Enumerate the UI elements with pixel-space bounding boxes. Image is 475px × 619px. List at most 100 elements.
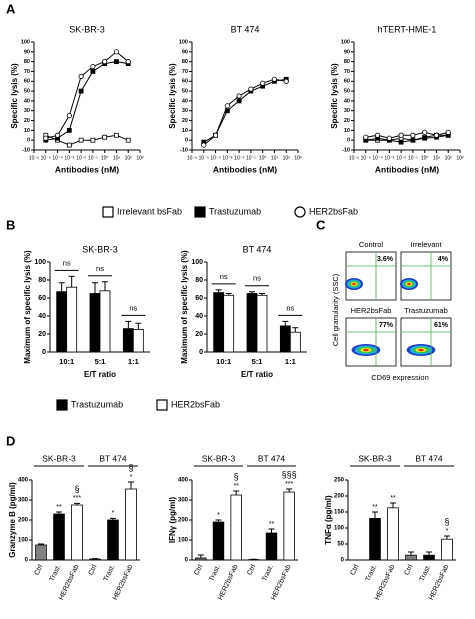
x-tick-label: Ctrl xyxy=(404,563,415,576)
y-tick-label: 40 xyxy=(195,313,203,320)
data-point xyxy=(125,59,131,65)
error-bar xyxy=(74,502,80,505)
chart-title: hTERT-HME-1 xyxy=(378,24,437,34)
y-axis-label: Specific lysis (%) xyxy=(168,63,177,129)
data-point xyxy=(102,134,108,140)
error-bar xyxy=(390,502,396,508)
bar xyxy=(89,558,101,561)
significance: ** xyxy=(233,483,239,490)
data-point xyxy=(374,132,381,138)
bar xyxy=(99,290,111,353)
x-tick-label: 10¹ xyxy=(271,155,279,161)
x-tick-label: 10¹ xyxy=(113,155,121,161)
x-tick-label: 10⁻⁴ xyxy=(52,155,62,161)
data-point xyxy=(212,132,219,138)
y-tick-label: 100 xyxy=(34,259,46,266)
significance: §§§ xyxy=(282,469,297,479)
bar xyxy=(35,544,47,561)
y-tick-label: 30 xyxy=(344,108,350,114)
x-axis-label: E/T ratio xyxy=(84,370,116,379)
group-label: BT 474 xyxy=(415,453,443,463)
y-tick-label: 40 xyxy=(38,313,46,320)
bar xyxy=(212,521,225,561)
y-tick-label: 40 xyxy=(24,98,30,104)
annotation: ns xyxy=(129,303,137,312)
y-tick-label: 100 xyxy=(178,538,189,544)
y-tick-label: 70 xyxy=(344,69,350,75)
x-tick-label: Trast. xyxy=(261,564,275,583)
x-tick-label: 10⁻³ xyxy=(222,155,232,161)
significance: ** xyxy=(269,521,275,528)
bar xyxy=(230,494,242,561)
x-tick-label: 10⁻¹ xyxy=(408,155,418,161)
panel-label: D xyxy=(6,433,15,448)
y-axis-label: Specific lysis (%) xyxy=(10,63,19,129)
x-tick-label: Ctrl xyxy=(34,563,45,576)
x-tick-label: 10⁻⁶ xyxy=(187,155,197,161)
error-bar xyxy=(58,282,65,292)
data-point xyxy=(422,129,428,135)
legend-marker xyxy=(56,399,68,411)
x-tick-label: HER2bsFab xyxy=(58,564,81,602)
density-blob xyxy=(418,348,424,352)
bar xyxy=(56,291,68,353)
data-point xyxy=(66,113,72,119)
bar xyxy=(89,293,101,353)
density-blob xyxy=(407,282,411,286)
y-tick-label: 80 xyxy=(344,59,350,65)
y-tick-label: 80 xyxy=(38,277,46,284)
error-bar xyxy=(292,327,299,333)
data-point xyxy=(78,88,84,94)
y-tick-label: 40 xyxy=(344,98,350,104)
y-tick-label: 40 xyxy=(182,98,188,104)
data-point xyxy=(90,63,96,70)
annotation: ns xyxy=(63,258,71,267)
significance: § xyxy=(74,484,79,494)
significance: * xyxy=(217,512,220,519)
x-tick-label: 10⁰ xyxy=(259,155,267,161)
x-tick-label: 10³ xyxy=(456,155,464,161)
y-tick-label: 0 xyxy=(185,558,189,564)
x-tick-label: Trast. xyxy=(419,564,433,583)
x-tick-label: 10⁻¹ xyxy=(88,155,98,161)
chart-title: SK-BR-3 xyxy=(69,24,105,34)
x-tick-label: Ctrl xyxy=(246,563,257,576)
plot-label: Trastuzumab xyxy=(404,306,448,315)
gate-percent: 3.6% xyxy=(377,256,394,263)
error-bar xyxy=(444,535,450,540)
density-blob xyxy=(352,282,356,286)
y-tick-label: 60 xyxy=(344,79,350,85)
significance: ** xyxy=(372,504,378,511)
y-tick-label: -10 xyxy=(342,147,350,153)
y-tick-label: 0 xyxy=(42,349,46,356)
density-blob xyxy=(363,348,369,352)
x-tick-label: 10⁰ xyxy=(421,155,429,161)
bar xyxy=(53,513,65,561)
y-tick-label: 80 xyxy=(24,59,30,65)
significance: * xyxy=(130,474,133,481)
y-tick-label: 50 xyxy=(344,89,350,95)
legend-marker xyxy=(194,206,206,218)
error-bar xyxy=(125,320,132,329)
data-point xyxy=(236,98,242,104)
x-tick-label: 5:1 xyxy=(95,357,106,366)
x-tick-label: 10⁻² xyxy=(76,155,86,161)
bar xyxy=(122,328,134,353)
x-tick-label: Ctrl xyxy=(88,563,99,576)
bar xyxy=(369,518,381,561)
y-tick-label: 50 xyxy=(337,542,344,548)
x-tick-label: 10² xyxy=(283,155,291,161)
y-tick-label: 300 xyxy=(178,498,189,504)
panel-label: A xyxy=(6,1,16,16)
x-tick-label: 10⁻⁵ xyxy=(361,155,371,161)
x-tick-label: Trast. xyxy=(103,564,117,583)
y-tick-label: 60 xyxy=(182,79,188,85)
plot-label: Control xyxy=(359,240,384,249)
group-label: BT 474 xyxy=(99,453,127,463)
group-label: SK-BR-3 xyxy=(42,453,76,463)
x-axis-label: E/T ratio xyxy=(241,370,273,379)
plot-label: HER2bsFab xyxy=(351,306,392,315)
error-bar xyxy=(426,551,432,556)
data-point xyxy=(90,137,96,143)
y-tick-label: 400 xyxy=(178,478,189,484)
